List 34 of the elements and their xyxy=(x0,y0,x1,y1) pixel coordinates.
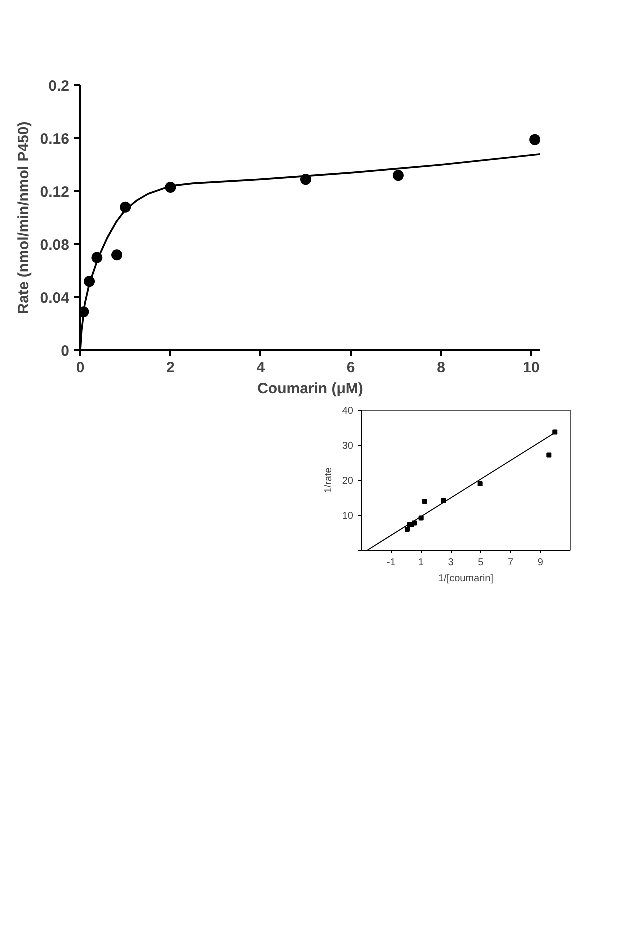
x-tick-label: 3 xyxy=(448,558,454,568)
point xyxy=(546,452,552,458)
point xyxy=(112,250,123,261)
y-tick-label: 20 xyxy=(342,476,354,487)
x-axis-title: Coumarin (μM) xyxy=(258,380,364,398)
x-tick-label: 5 xyxy=(478,558,484,568)
x-tick-label: 2 xyxy=(166,360,175,376)
x-tick-label: 8 xyxy=(437,360,446,376)
point xyxy=(404,527,410,532)
y-tick-label: 40 xyxy=(342,406,354,417)
y-tick-label: 0.04 xyxy=(40,290,70,307)
y-tick-label: 0.2 xyxy=(48,78,70,95)
point xyxy=(422,499,428,504)
x-tick-label: 6 xyxy=(346,360,356,376)
y-tick-label: 30 xyxy=(342,441,354,452)
y-tick-label: 10 xyxy=(342,511,354,522)
x-tick-label: 0 xyxy=(76,360,85,376)
point xyxy=(478,482,483,486)
x-tick-label: 10 xyxy=(523,360,540,376)
y-tick-label: 0.16 xyxy=(40,131,70,148)
point xyxy=(530,134,540,146)
x-axis-title: 1/[coumarin] xyxy=(438,574,494,584)
x-tick-label: 7 xyxy=(508,558,514,568)
y-tick-label: 0 xyxy=(61,343,70,360)
y-axis-title: Rate (nmol/min/nmol P450) xyxy=(15,122,32,314)
x-tick-label: -1 xyxy=(386,558,396,568)
x-tick-label: 4 xyxy=(256,360,266,376)
x-tick-label: 9 xyxy=(538,558,544,568)
y-tick-label: 0.12 xyxy=(40,184,70,201)
x-tick-label: 1 xyxy=(418,558,424,568)
point xyxy=(392,170,404,182)
y-tick-label: 0.08 xyxy=(40,237,70,254)
point xyxy=(552,430,558,435)
y-axis-title: 1/rate xyxy=(323,467,334,494)
